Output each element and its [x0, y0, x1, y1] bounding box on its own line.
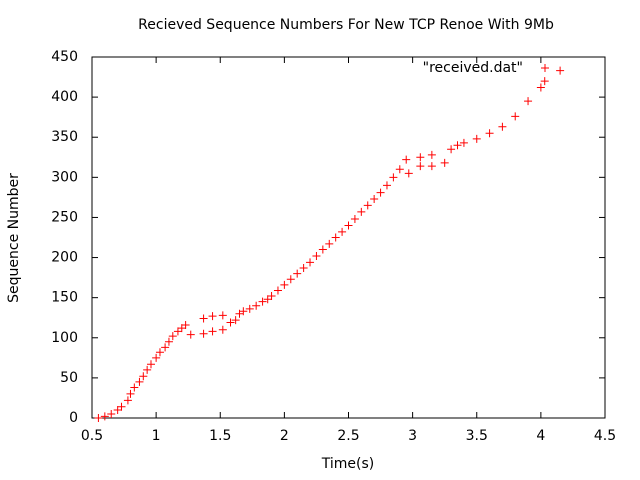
plot-border	[91, 56, 606, 419]
data-point	[312, 251, 321, 260]
x-tick-label: 3	[408, 428, 417, 444]
data-point	[357, 207, 366, 216]
data-point	[273, 286, 282, 295]
data-point	[135, 377, 144, 386]
data-point	[363, 201, 372, 210]
data-point	[164, 337, 173, 346]
x-tick-label: 1.5	[209, 428, 231, 444]
data-point	[485, 129, 494, 138]
data-point	[395, 165, 404, 174]
data-point	[130, 383, 139, 392]
x-axis-label: Time(s)	[321, 456, 374, 472]
x-tick-label: 1	[152, 428, 161, 444]
data-point	[536, 83, 545, 92]
y-tick-label: 300	[51, 169, 78, 185]
y-tick-label: 100	[51, 330, 78, 346]
data-point	[318, 245, 327, 254]
data-point	[540, 77, 549, 86]
data-point	[126, 389, 135, 398]
data-point	[218, 311, 227, 320]
x-tick-label: 2	[280, 428, 289, 444]
data-point	[239, 307, 248, 316]
data-point	[181, 320, 190, 329]
data-point	[139, 372, 148, 381]
y-tick-label: 200	[51, 250, 78, 266]
y-tick-label: 450	[51, 49, 78, 65]
y-tick-label: 0	[69, 410, 78, 426]
data-point	[447, 145, 456, 154]
data-point	[459, 138, 468, 147]
data-point	[152, 353, 161, 362]
data-point	[344, 221, 353, 230]
data-point	[299, 263, 308, 272]
data-point	[416, 162, 425, 171]
data-point	[245, 304, 254, 313]
data-point	[280, 280, 289, 289]
data-point	[100, 412, 109, 421]
data-point	[440, 158, 449, 167]
data-point	[338, 227, 347, 236]
data-point	[258, 297, 267, 306]
data-point	[404, 169, 413, 178]
x-tick-label: 4	[536, 428, 545, 444]
legend-label: "received.dat"	[423, 60, 523, 76]
x-tick-label: 2.5	[337, 428, 359, 444]
data-point	[382, 181, 391, 190]
y-tick-label: 400	[51, 89, 78, 105]
data-point	[389, 173, 398, 182]
data-point	[168, 332, 177, 341]
y-axis-label: Sequence Number	[6, 173, 22, 303]
data-point	[94, 414, 103, 422]
y-tick-label: 150	[51, 290, 78, 306]
data-point	[306, 258, 315, 267]
data-point	[226, 318, 235, 327]
y-tick-label: 350	[51, 129, 78, 145]
data-point	[286, 275, 295, 284]
data-point	[117, 402, 126, 411]
data-point	[208, 327, 217, 336]
data-point	[350, 215, 359, 224]
data-point	[231, 316, 240, 325]
data-point	[556, 66, 565, 75]
data-point	[498, 122, 507, 131]
data-point	[161, 343, 170, 352]
data-point	[453, 141, 462, 150]
data-point	[199, 329, 208, 338]
x-tick-label: 3.5	[466, 428, 488, 444]
data-point	[263, 295, 272, 304]
data-point	[370, 194, 379, 203]
data-point	[113, 405, 122, 414]
data-point	[107, 409, 116, 418]
data-point	[402, 155, 411, 164]
data-point	[199, 314, 208, 323]
data-point	[252, 301, 261, 310]
data-point	[511, 112, 520, 121]
y-tick-label: 250	[51, 209, 78, 225]
chart-title: Recieved Sequence Numbers For New TCP Re…	[138, 17, 554, 33]
data-point	[146, 360, 155, 369]
data-point	[173, 327, 182, 336]
x-tick-label: 0.5	[81, 428, 103, 444]
data-point	[155, 348, 164, 357]
data-point	[376, 188, 385, 197]
data-point	[472, 134, 481, 143]
data-point	[208, 312, 217, 321]
data-point	[427, 150, 436, 159]
data-point	[123, 396, 132, 405]
y-tick-label: 50	[60, 370, 78, 386]
data-point	[293, 269, 302, 278]
data-point	[143, 365, 152, 374]
data-point	[524, 97, 533, 106]
legend-symbol	[541, 64, 549, 72]
data-point	[427, 162, 436, 171]
data-point	[331, 233, 340, 242]
data-point	[416, 153, 425, 162]
x-tick-label: 4.5	[594, 428, 616, 444]
data-point	[177, 324, 186, 333]
data-point	[186, 330, 195, 339]
data-point	[218, 325, 227, 334]
data-point	[325, 239, 334, 248]
data-point	[267, 292, 276, 301]
